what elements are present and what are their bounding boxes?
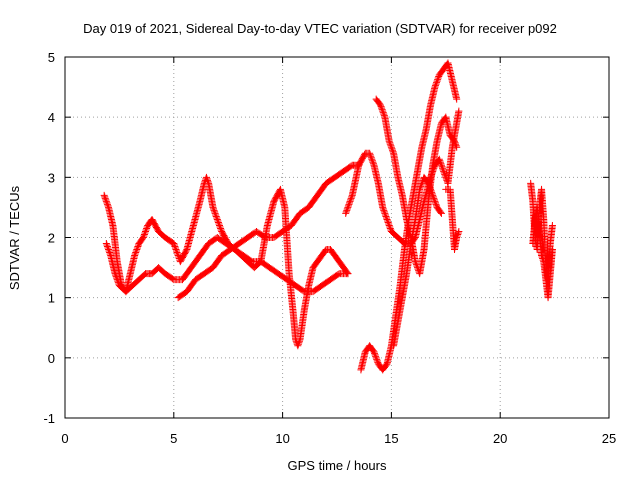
- x-tick-label: 20: [493, 431, 507, 446]
- x-axis-label: GPS time / hours: [288, 458, 387, 473]
- series-track-f-points: [372, 95, 461, 278]
- series-track-g-points: [390, 173, 445, 350]
- y-tick-label: 5: [48, 50, 55, 65]
- x-tick-label: 15: [384, 431, 398, 446]
- x-tick-label: 0: [61, 431, 68, 446]
- y-tick-label: 4: [48, 110, 55, 125]
- y-tick-label: 2: [48, 231, 55, 246]
- plot-frame: [64, 56, 610, 419]
- series-track-b-points: [102, 234, 352, 296]
- y-tick-label: 1: [48, 291, 55, 306]
- series-track-d-points: [342, 107, 463, 248]
- axis-ticks: 0 5 10 15 20 25 -1 0 1 2 3 4 5: [43, 50, 616, 446]
- data-points: [100, 59, 556, 374]
- x-tick-label: 25: [602, 431, 616, 446]
- y-tick-label: 3: [48, 170, 55, 185]
- chart-title: Day 019 of 2021, Sidereal Day-to-day VTE…: [83, 21, 557, 36]
- y-axis-label: SDTVAR / TECUs: [7, 185, 22, 290]
- series-track-h-points: [442, 185, 463, 254]
- y-tick-label: 0: [48, 351, 55, 366]
- series-track-j-points: [529, 203, 556, 302]
- x-tick-label: 5: [170, 431, 177, 446]
- series-track-c-points: [174, 161, 363, 302]
- y-tick-label: -1: [43, 411, 55, 426]
- x-tick-label: 10: [275, 431, 289, 446]
